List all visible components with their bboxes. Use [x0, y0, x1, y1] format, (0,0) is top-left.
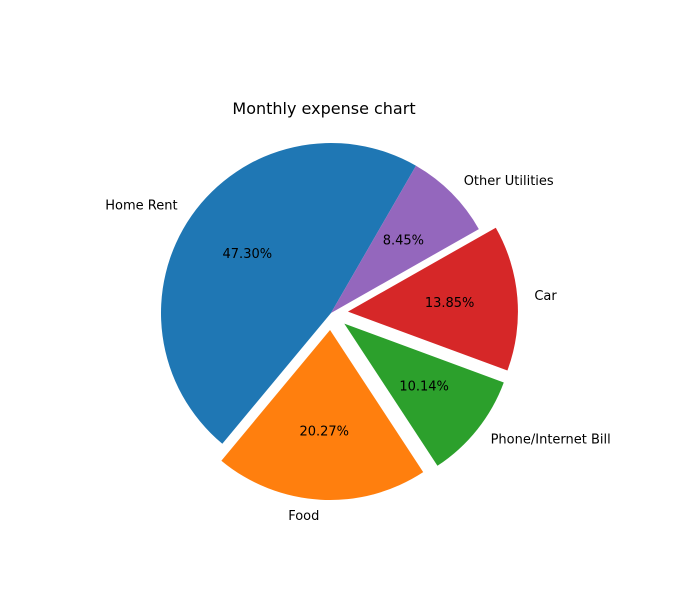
pie-category-label-home-rent: Home Rent: [105, 199, 177, 214]
pie-slice-car: [347, 227, 518, 371]
category-labels-layer: Home Rent Food Phone/Internet Bill Car Other…: [105, 174, 610, 524]
pie-percent-label-phone-internet-bill: 10.14%: [399, 380, 449, 395]
pie-category-label-other-utilities: Other Utilities: [464, 174, 554, 189]
pie-percent-label-home-rent: 47.30%: [223, 247, 273, 262]
chart-title: Monthly expense chart: [232, 99, 415, 118]
pie-percent-label-food: 20.27%: [299, 424, 349, 439]
pie-percent-label-other-utilities: 8.45%: [383, 234, 424, 249]
pie-category-label-car: Car: [534, 289, 557, 304]
slices-layer: [160, 142, 518, 500]
pie-slice-home-rent: [160, 142, 416, 444]
pie-category-label-food: Food: [288, 509, 319, 524]
pie-percent-label-car: 13.85%: [425, 296, 475, 311]
pie-slice-food: [221, 329, 424, 500]
pie-category-label-phone-internet-bill: Phone/Internet Bill: [491, 433, 611, 448]
pie-slice-other-utilities: [331, 165, 479, 313]
percent-labels-layer: 47.30% 20.27% 10.14% 13.85% 8.45%: [223, 234, 475, 440]
pie-slice-phone-internet-bill: [344, 323, 504, 466]
